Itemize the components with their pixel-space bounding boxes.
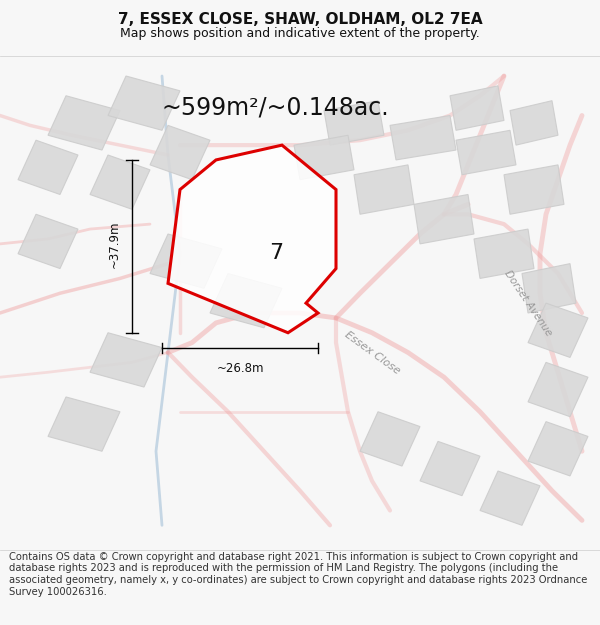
Text: Essex Close: Essex Close xyxy=(343,329,401,376)
Polygon shape xyxy=(48,96,120,150)
Text: Dorset Avenue: Dorset Avenue xyxy=(502,268,554,338)
Polygon shape xyxy=(450,86,504,130)
Polygon shape xyxy=(528,303,588,358)
Polygon shape xyxy=(18,214,78,269)
Polygon shape xyxy=(528,362,588,417)
Text: ~37.9m: ~37.9m xyxy=(107,220,121,268)
Polygon shape xyxy=(90,155,150,209)
Text: Contains OS data © Crown copyright and database right 2021. This information is : Contains OS data © Crown copyright and d… xyxy=(9,552,587,597)
Polygon shape xyxy=(522,264,576,313)
Polygon shape xyxy=(504,165,564,214)
Polygon shape xyxy=(324,101,384,145)
Text: ~599m²/~0.148ac.: ~599m²/~0.148ac. xyxy=(162,96,389,120)
Polygon shape xyxy=(108,76,180,130)
Polygon shape xyxy=(528,422,588,476)
Polygon shape xyxy=(360,412,420,466)
Polygon shape xyxy=(456,130,516,175)
Polygon shape xyxy=(294,135,354,180)
Polygon shape xyxy=(474,229,534,279)
Polygon shape xyxy=(414,194,474,244)
Polygon shape xyxy=(210,274,282,328)
Polygon shape xyxy=(354,165,414,214)
Polygon shape xyxy=(390,116,456,160)
Polygon shape xyxy=(510,101,558,145)
Text: 7: 7 xyxy=(269,242,283,262)
Polygon shape xyxy=(150,234,222,288)
Polygon shape xyxy=(420,441,480,496)
Polygon shape xyxy=(90,332,162,387)
Polygon shape xyxy=(48,397,120,451)
Text: ~26.8m: ~26.8m xyxy=(216,362,264,376)
Polygon shape xyxy=(480,471,540,525)
Polygon shape xyxy=(18,140,78,194)
Text: Map shows position and indicative extent of the property.: Map shows position and indicative extent… xyxy=(120,28,480,41)
Polygon shape xyxy=(168,145,336,332)
Polygon shape xyxy=(150,126,210,180)
Text: 7, ESSEX CLOSE, SHAW, OLDHAM, OL2 7EA: 7, ESSEX CLOSE, SHAW, OLDHAM, OL2 7EA xyxy=(118,12,482,28)
